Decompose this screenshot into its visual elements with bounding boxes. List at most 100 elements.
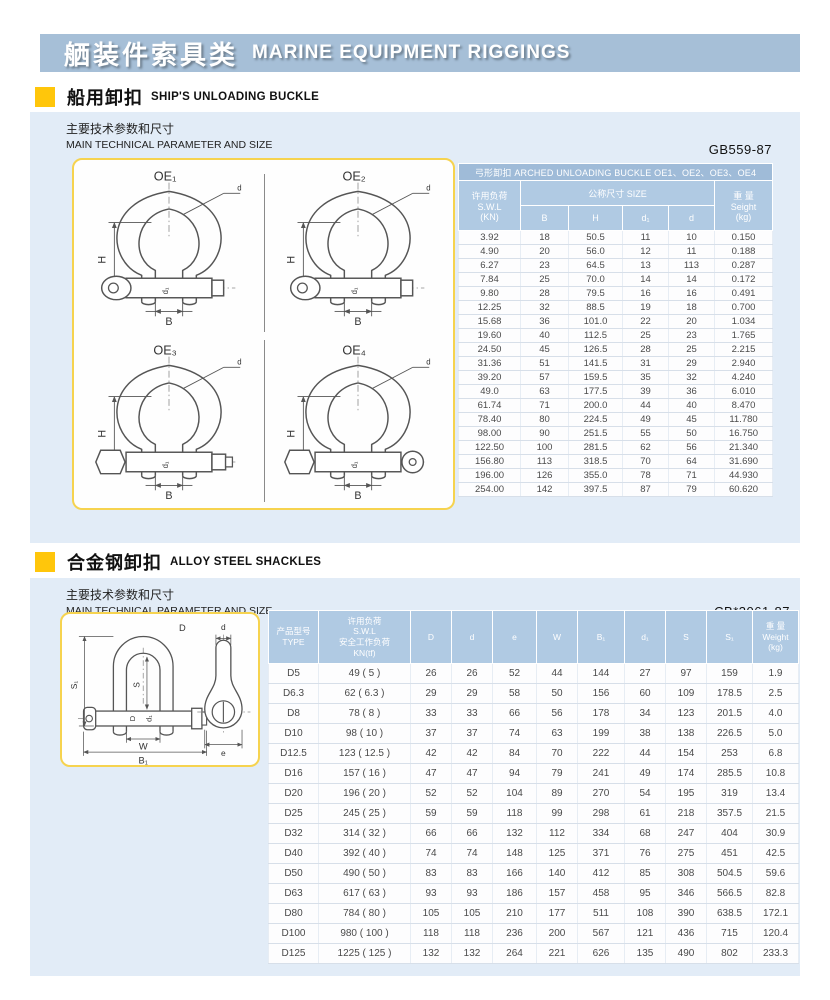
table-row: D125 1225 ( 125 ) 132 132 264 221 626 135 490 802… — [268, 943, 799, 964]
table-cell: 24.50 — [458, 342, 521, 357]
table-cell: 218 — [665, 803, 707, 824]
table-cell: 28 — [622, 342, 669, 357]
table-cell: 70 — [536, 743, 578, 764]
table-cell: 20 — [520, 244, 569, 259]
table-cell: 18 — [520, 230, 569, 245]
table-cell: 5.0 — [752, 723, 799, 744]
table-cell: 1.9 — [752, 663, 799, 684]
table-cell: 49 — [624, 763, 666, 784]
table-cell: 21.5 — [752, 803, 799, 824]
table-row: D20 196 ( 20 ) 52 52 104 89 270 54 195 319 13.4 — [268, 783, 799, 804]
bow-shackle-oe4-diagram: OE₄ H B d d₁ — [284, 343, 431, 502]
table-cell: 113 — [520, 454, 569, 469]
table1-title: 弓形卸扣 ARCHED UNLOADING BUCKLE OE1、OE2、OE3… — [458, 163, 773, 181]
table-cell: 196.00 — [458, 468, 521, 483]
table-cell: 6.27 — [458, 258, 521, 273]
table-cell: 141.5 — [568, 356, 623, 371]
table-cell: 1.034 — [714, 314, 773, 329]
table-cell: 37 — [410, 723, 452, 744]
bow-shackle-oe1-diagram: OE₁ H B d d₁ — [96, 169, 241, 328]
table-cell: 26 — [410, 663, 452, 684]
table-cell: 314 ( 32 ) — [318, 823, 411, 844]
section2-title-zh: 合金钢卸扣 — [67, 553, 162, 573]
yellow-square-marker — [35, 87, 55, 107]
table-cell: 62 ( 6.3 ) — [318, 683, 411, 704]
table-cell: 49 ( 5 ) — [318, 663, 411, 684]
table-cell: 118 — [492, 803, 537, 824]
table-cell: 436 — [665, 923, 707, 944]
page-header-banner: 舾装件索具类 MARINE EQUIPMENT RIGGINGS — [40, 34, 800, 72]
table-cell: 25 — [622, 328, 669, 343]
table-cell: 0.172 — [714, 272, 773, 287]
table-row: D16 157 ( 16 ) 47 47 94 79 241 49 174 285.5 10.8 — [268, 763, 799, 784]
table-cell: 251.5 — [568, 426, 623, 441]
table-cell: 0.188 — [714, 244, 773, 259]
table-cell: D125 — [268, 943, 319, 964]
table-row: D32 314 ( 32 ) 66 66 132 112 334 68 247 404 30.9 — [268, 823, 799, 844]
table-cell: 390 — [665, 903, 707, 924]
table-cell: 254.00 — [458, 482, 521, 497]
table-cell: 52 — [451, 783, 493, 804]
table-cell: 264 — [492, 943, 537, 964]
dee-shackle-diagram: D S₁ S D d₁ W B₁ d e — [69, 622, 251, 765]
table-cell: 59 — [410, 803, 452, 824]
table-row: 196.00 126 355.0 78 71 44.930 — [458, 468, 773, 483]
table-cell: D100 — [268, 923, 319, 944]
table-cell: 14 — [622, 272, 669, 287]
diagram-cell-oe1: OE₁ H B d d₁ — [74, 160, 264, 334]
table-cell: 281.5 — [568, 440, 623, 455]
dim-label-h: H — [96, 429, 108, 437]
table-cell: 142 — [520, 482, 569, 497]
table-cell: 31.36 — [458, 356, 521, 371]
col-header-weight: 重 量 Weight (kg) — [752, 610, 799, 664]
dim-label-D-pin: D — [128, 715, 137, 721]
col-header-d1: d₁ — [624, 610, 666, 664]
table-cell: 112.5 — [568, 328, 623, 343]
table-cell: 16.750 — [714, 426, 773, 441]
diagram-label: OE₂ — [343, 169, 366, 183]
table-cell: 26 — [451, 663, 493, 684]
table-cell: 334 — [577, 823, 625, 844]
col-header-d1: d₁ — [622, 205, 669, 231]
table-cell: 6.8 — [752, 743, 799, 764]
parameter-caption-zh: 主要技术参数和尺寸 — [66, 588, 175, 602]
table-row: 3.92 18 50.5 11 10 0.150 — [458, 230, 773, 245]
table-cell: 112 — [536, 823, 578, 844]
table-cell: 7.84 — [458, 272, 521, 287]
table-cell: 148 — [492, 843, 537, 864]
table-cell: 93 — [410, 883, 452, 904]
table-row: 78.40 80 224.5 49 45 11.780 — [458, 412, 773, 427]
dim-label-h: H — [96, 255, 108, 263]
table-cell: 16 — [668, 286, 715, 301]
table-cell: 35 — [622, 370, 669, 385]
table-cell: 15.68 — [458, 314, 521, 329]
table-cell: 33 — [451, 703, 493, 724]
table-cell: 22 — [622, 314, 669, 329]
table-cell: 177.5 — [568, 384, 623, 399]
table-cell: 308 — [665, 863, 707, 884]
table-cell: 63 — [520, 384, 569, 399]
table-cell: 566.5 — [706, 883, 753, 904]
table-cell: 226.5 — [706, 723, 753, 744]
table-cell: 154 — [665, 743, 707, 764]
table1-body: 3.92 18 50.5 11 10 0.150 4.90 20 56.0 12 11 0.188 6.… — [458, 230, 773, 497]
table-cell: 62 — [622, 440, 669, 455]
table-cell: 626 — [577, 943, 625, 964]
diagram-label: OE₁ — [154, 169, 177, 183]
table-cell: 13 — [622, 258, 669, 273]
dim-label-d1: d₁ — [350, 287, 359, 294]
table-cell: 42 — [410, 743, 452, 764]
dim-label-s1: S₁ — [69, 681, 79, 690]
section1-heading: 船用卸扣 SHIP'S UNLOADING BUCKLE — [35, 84, 319, 110]
table-cell: D32 — [268, 823, 319, 844]
dim-label-b: B — [165, 316, 172, 328]
table-cell: D12.5 — [268, 743, 319, 764]
table-cell: 199 — [577, 723, 625, 744]
table-cell: 404 — [706, 823, 753, 844]
table-cell: 40 — [520, 328, 569, 343]
diagram-cell-oe3: OE₃ H B d d₁ — [74, 334, 264, 508]
table-cell: 83 — [451, 863, 493, 884]
table-cell: 233.3 — [752, 943, 799, 964]
dim-label-b1: B₁ — [139, 755, 148, 765]
table-cell: 31.690 — [714, 454, 773, 469]
